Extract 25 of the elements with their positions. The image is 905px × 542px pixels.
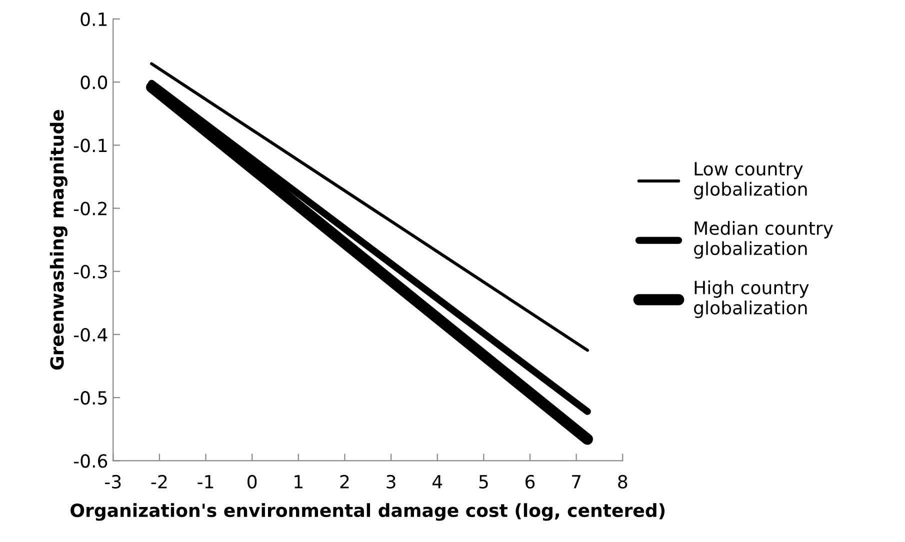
y-tick-label: -0.6	[74, 454, 108, 468]
y-tick-label: -0.4	[74, 328, 108, 342]
x-tick-label: 6	[526, 474, 535, 489]
x-tick-label: 5	[479, 475, 488, 489]
x-tick-label: -3	[105, 474, 121, 489]
y-tick-label: -0.2	[74, 202, 106, 216]
legend-label: High country globalization	[694, 280, 809, 318]
legend-label: Median country globalization	[694, 220, 833, 259]
legend-label: Low country globalization	[694, 162, 807, 200]
x-tick-label: -1	[198, 475, 214, 488]
x-tick-label: 7	[572, 475, 581, 488]
y-tick-label: 0.1	[80, 12, 107, 26]
x-tick-label: 3	[386, 474, 396, 489]
y-tick-label: 0.0	[80, 76, 108, 90]
x-axis-title: Organization's environmental damage cost (log, centered)	[70, 503, 665, 521]
y-axis-title: Greenwashing magnitude	[50, 110, 68, 370]
y-tick-label: -0.5	[74, 391, 107, 405]
x-tick-label: 4	[432, 475, 442, 488]
x-tick-label: 0	[248, 474, 257, 489]
x-tick-label: -2	[151, 474, 167, 488]
y-tick-label: -0.1	[74, 138, 107, 152]
x-tick-label: 2	[340, 474, 349, 488]
y-tick-label: -0.3	[74, 264, 107, 279]
x-tick-label: 8	[618, 474, 628, 489]
x-tick-label: 1	[294, 475, 302, 488]
